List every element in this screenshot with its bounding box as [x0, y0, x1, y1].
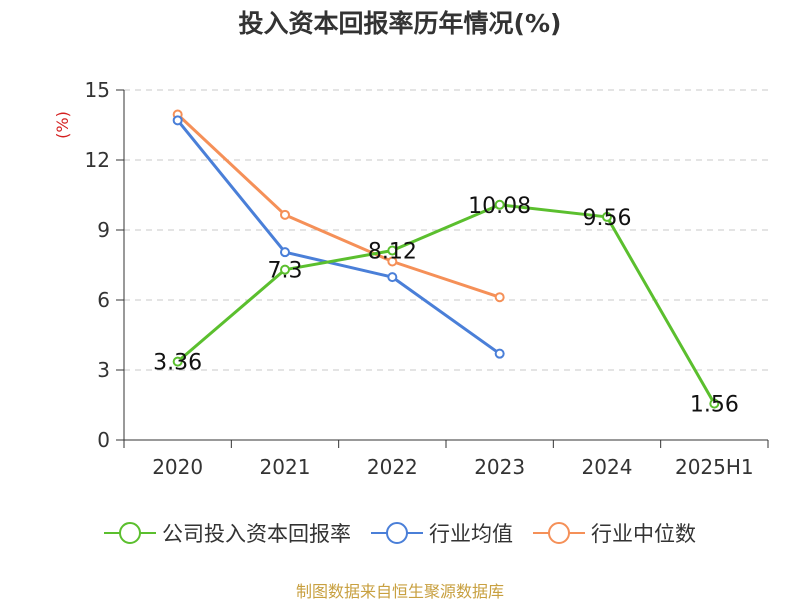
y-tick-label: 12	[85, 148, 110, 172]
data-label: 1.56	[690, 393, 739, 418]
data-point	[494, 292, 505, 303]
x-tick-label: 2021	[260, 455, 311, 479]
data-label: 10.08	[468, 194, 531, 219]
data-point	[387, 272, 398, 283]
x-tick-label: 2023	[474, 455, 525, 479]
data-label: 9.56	[583, 206, 632, 231]
series-lines	[172, 109, 720, 409]
x-tick-label: 2024	[582, 455, 633, 479]
data-point	[387, 256, 398, 267]
legend-item[interactable]: 行业均值	[371, 518, 513, 548]
legend: 公司投入资本回报率 行业均值 行业中位数	[0, 518, 800, 548]
data-label: 3.36	[153, 351, 202, 376]
data-point	[172, 115, 183, 126]
y-tick-label: 0	[97, 428, 110, 452]
series-line	[176, 113, 501, 299]
legend-marker-icon	[371, 520, 423, 546]
chart-title: 投入资本回报率历年情况(%)	[238, 9, 562, 38]
legend-circle	[119, 522, 141, 544]
y-tick-label: 6	[97, 288, 110, 312]
data-point	[280, 247, 290, 258]
data-point	[280, 209, 290, 220]
y-tick-label: 3	[97, 358, 110, 382]
legend-label: 行业均值	[429, 522, 513, 546]
data-label: 8.12	[368, 240, 417, 265]
y-tick-label: 15	[85, 78, 110, 102]
legend-circle	[548, 522, 570, 544]
series-line	[176, 203, 716, 405]
y-axis-label: (%)	[53, 111, 72, 139]
data-point	[172, 356, 183, 367]
data-label: 7.3	[268, 259, 303, 284]
data-labels: 3.36 7.3 8.12 10.08 9.56 1.56	[153, 194, 739, 418]
source-note: 制图数据来自恒生聚源数据库	[295, 582, 504, 601]
data-point	[602, 211, 612, 222]
legend-item[interactable]: 行业中位数	[533, 518, 696, 548]
grid-lines	[124, 89, 768, 371]
legend-circle	[386, 522, 408, 544]
x-tick-label: 2022	[367, 455, 418, 479]
data-point	[387, 245, 398, 256]
data-point	[280, 264, 290, 275]
legend-item[interactable]: 公司投入资本回报率	[104, 518, 351, 548]
y-tick-label: 9	[97, 218, 110, 242]
legend-marker-icon	[533, 520, 585, 546]
legend-marker-icon	[104, 520, 156, 546]
data-point	[709, 398, 720, 409]
legend-label: 行业中位数	[591, 522, 696, 546]
x-tick-label: 2025H1	[675, 455, 754, 479]
legend-label: 公司投入资本回报率	[162, 522, 351, 546]
x-tick-label: 2020	[152, 455, 203, 479]
axes: 0 3 6 9 12 15 2020 2021 2022 2023 2024 2025H1	[85, 78, 769, 479]
data-point	[494, 348, 505, 359]
data-point	[494, 199, 505, 210]
series-line	[176, 119, 501, 355]
